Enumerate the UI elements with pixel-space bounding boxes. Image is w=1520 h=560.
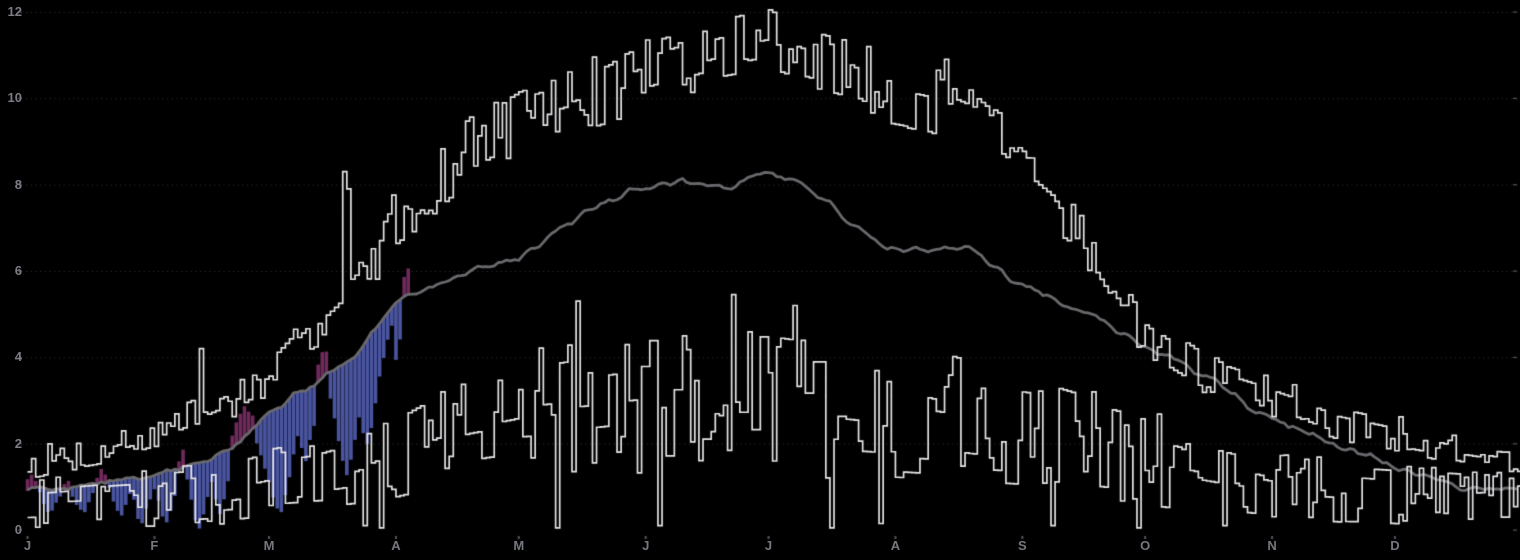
y-tick-label: 4 — [14, 349, 22, 365]
x-month-label: M — [263, 538, 275, 553]
x-month-label: A — [391, 538, 401, 553]
x-month-label: S — [1017, 538, 1027, 553]
x-month-label: J — [23, 538, 32, 553]
x-month-label: F — [150, 538, 159, 553]
y-tick-label: 6 — [14, 262, 22, 278]
y-tick-label: 2 — [14, 435, 22, 451]
y-tick-label: 12 — [7, 3, 22, 19]
x-month-label: N — [1267, 538, 1277, 553]
y-tick-label: 0 — [14, 522, 22, 537]
x-month-label: O — [1140, 538, 1151, 553]
x-month-label: A — [890, 538, 901, 553]
x-month-label: M — [513, 538, 525, 553]
x-month-label: D — [1390, 538, 1400, 553]
x-month-label: J — [764, 538, 773, 553]
y-tick-label: 8 — [14, 176, 22, 192]
y-tick-label: 10 — [7, 90, 22, 106]
x-month-label: J — [642, 538, 650, 553]
